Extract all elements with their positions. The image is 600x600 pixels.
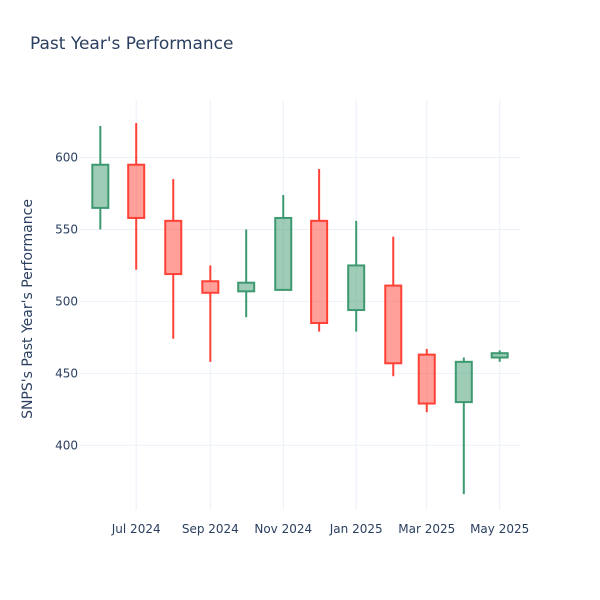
candle-increasing [454, 357, 473, 495]
x-axis-ticks: Jul 2024 Sep 2024 Nov 2024 Jan 2025 Mar 2025… [111, 522, 529, 536]
x-tick-label: Mar 2025 [398, 522, 455, 536]
chart-title: Past Year's Performance [30, 34, 234, 54]
candle-body [237, 281, 256, 293]
y-tick-label: 500 [55, 294, 78, 308]
candle-decreasing [201, 265, 220, 362]
candles [91, 123, 509, 495]
x-tick-label: Sep 2024 [182, 522, 239, 536]
candle-body [454, 360, 473, 404]
candle-body [490, 352, 509, 359]
x-tick-label: Nov 2024 [254, 522, 312, 536]
candle-body [347, 264, 366, 312]
y-tick-label: 450 [55, 366, 78, 380]
x-tick-label: Jul 2024 [111, 522, 161, 536]
candle-increasing [347, 220, 366, 332]
candle-body [384, 284, 403, 365]
candle-body [164, 219, 183, 276]
candle-decreasing [127, 123, 146, 270]
y-tick-label: 550 [55, 222, 78, 236]
candle-body [91, 163, 110, 209]
candle-increasing [91, 125, 110, 230]
y-axis-ticks: 400 450 500 550 600 [55, 151, 78, 453]
y-tick-label: 600 [55, 151, 78, 165]
candle-body [201, 280, 220, 294]
candle-decreasing [164, 179, 183, 339]
candle-body [127, 163, 146, 219]
candle-decreasing [310, 169, 329, 332]
grid-lines [80, 100, 520, 510]
candle-body [310, 219, 329, 324]
candle-body [417, 353, 436, 405]
y-tick-label: 400 [55, 438, 78, 452]
candle-body [274, 216, 293, 291]
candle-increasing [274, 194, 293, 291]
x-tick-label: May 2025 [470, 522, 529, 536]
x-tick-label: Jan 2025 [329, 522, 383, 536]
y-axis-title: SNPS's Past Year's Performance [20, 199, 36, 419]
candle-decreasing [417, 348, 436, 413]
candle-increasing [237, 229, 256, 318]
candle-decreasing [384, 236, 403, 377]
candle-increasing [490, 350, 509, 362]
